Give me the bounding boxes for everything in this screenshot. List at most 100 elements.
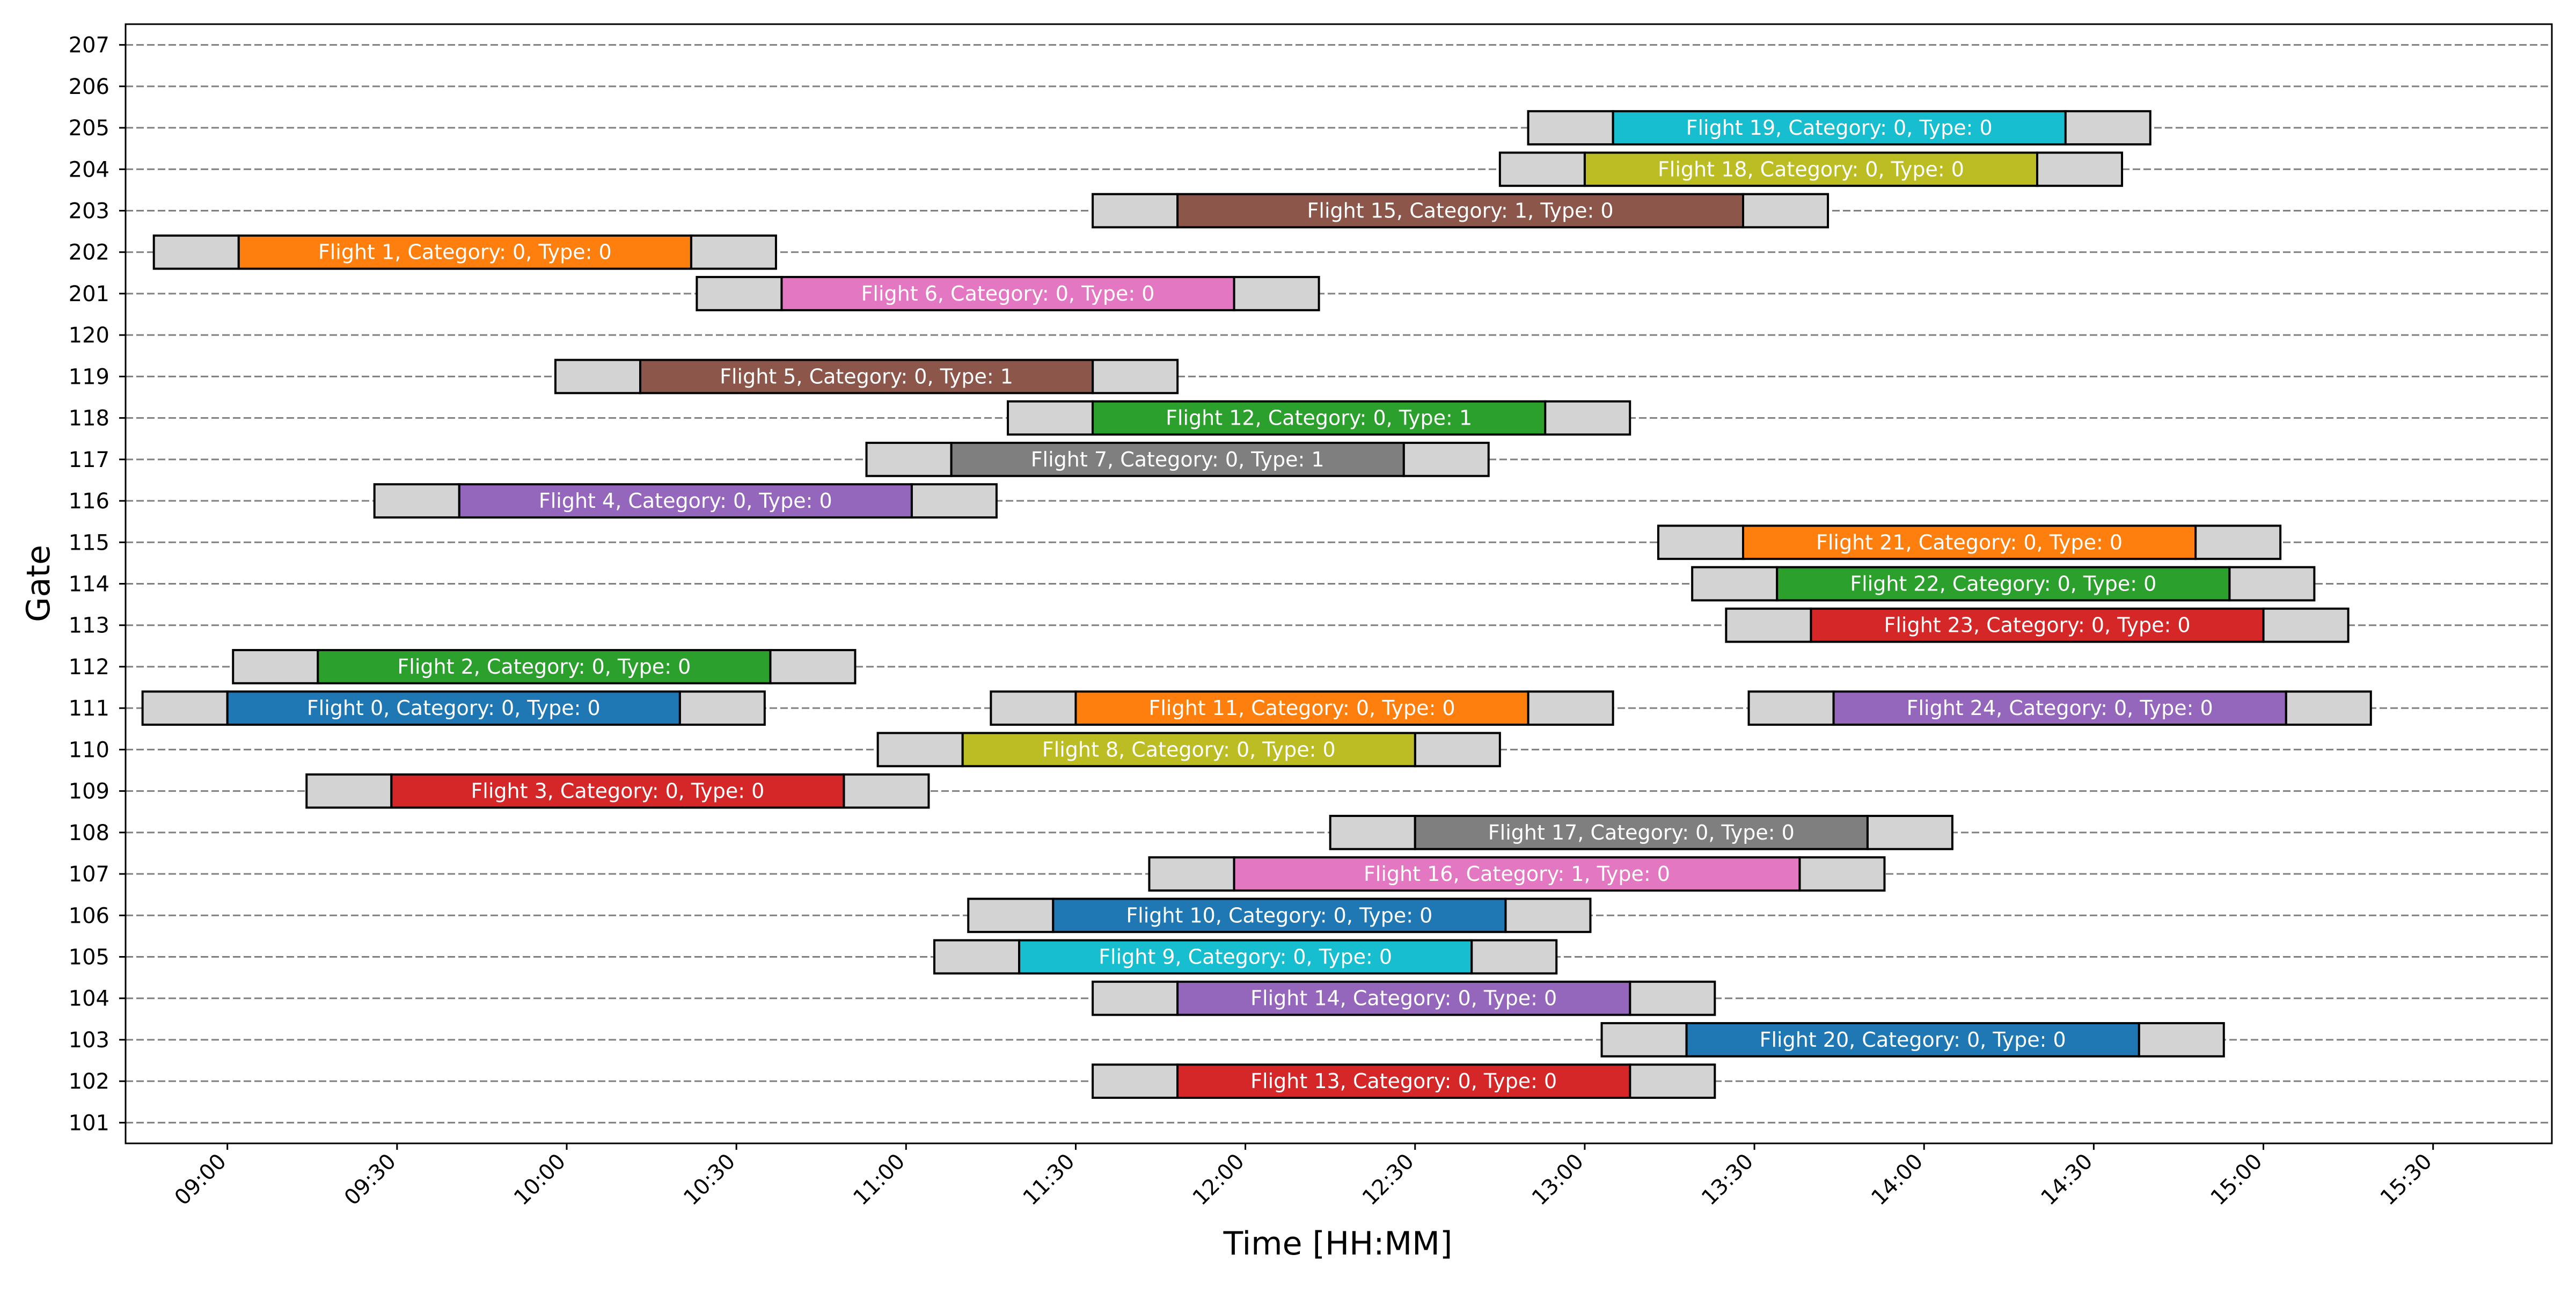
x-tick-label-09-30: 09:30 [340,1149,401,1210]
flight-17-label: Flight 17, Category: 0, Type: 0 [1488,821,1795,844]
flight-23-label: Flight 23, Category: 0, Type: 0 [1884,614,2190,637]
flight-22-group: Flight 22, Category: 0, Type: 0 [1691,566,2316,602]
x-axis-label: Time [HH:MM] [1223,1225,1453,1263]
y-tick-label-203: 203 [69,199,109,224]
flight-24-group: Flight 24, Category: 0, Type: 0 [1747,690,2372,726]
flight-2-group: Flight 2, Category: 0, Type: 0 [232,649,857,684]
flight-21-label: Flight 21, Category: 0, Type: 0 [1816,530,2123,554]
x-axis-ticks: 09:00 09:30 10:00 10:30 11:00 11:30 12:00 12:30… [170,1143,2437,1210]
flight-10-bar [1052,898,1507,933]
y-tick-label-119: 119 [69,364,109,389]
flight-2-buffer-after [769,649,857,684]
flight-2-buffer-before [232,649,319,684]
y-tick-label-206: 206 [69,75,109,99]
flight-8-label: Flight 8, Category: 0, Type: 0 [1042,738,1336,761]
flight-15-bar [1176,193,1744,229]
x-tick-label-09-00: 09:00 [170,1149,231,1210]
flight-14-label: Flight 14, Category: 0, Type: 0 [1250,987,1557,1010]
flight-7-label: Flight 7, Category: 0, Type: 1 [1031,448,1324,471]
flight-12-bar [1092,400,1547,436]
x-tick-label-13-00: 13:00 [1527,1149,1589,1210]
flight-1-buffer-before [152,234,240,270]
flight-5-label: Flight 5, Category: 0, Type: 1 [720,364,1013,388]
y-tick-label-106: 106 [69,903,109,928]
flight-21-bar [1742,524,2197,560]
flight-15-buffer-after [1742,193,1829,229]
flight-19-bar [1612,110,2067,145]
flight-9-label: Flight 9, Category: 0, Type: 0 [1099,945,1392,969]
flight-5-buffer-after [1092,359,1179,395]
flight-6-bar [780,276,1235,311]
flight-0-bar [226,690,681,726]
flight-5-bar [639,359,1094,395]
flight-17-buffer-before [1329,814,1416,850]
flight-16-buffer-before [1148,856,1235,892]
y-tick-label-114: 114 [69,572,109,597]
flight-18-bar [1583,151,2038,187]
flight-1-buffer-after [690,234,777,270]
y-tick-label-101: 101 [69,1111,109,1135]
flight-18-group: Flight 18, Category: 0, Type: 0 [1498,151,2124,187]
y-tick-label-120: 120 [69,323,109,348]
flight-6-buffer-before [696,276,783,311]
flight-20-buffer-after [2138,1022,2225,1057]
flight-17-bar [1414,814,1869,850]
flight-8-bar [961,732,1416,768]
flight-22-buffer-before [1691,566,1779,602]
y-tick-label-117: 117 [69,448,109,472]
flight-9-buffer-before [933,939,1021,975]
flight-23-buffer-before [1725,607,1812,643]
x-tick-label-15-00: 15:00 [2206,1149,2267,1210]
x-tick-label-14-30: 14:30 [2036,1149,2097,1210]
flight-10-buffer-before [967,898,1055,933]
flight-19-buffer-before [1527,110,1614,145]
flight-11-buffer-after [1527,690,1614,726]
flight-13-buffer-after [1629,1063,1716,1099]
y-tick-label-118: 118 [69,406,109,431]
flight-14-buffer-after [1629,980,1716,1016]
flight-14-group: Flight 14, Category: 0, Type: 0 [1092,980,1716,1016]
y-tick-label-204: 204 [69,157,109,182]
flight-23-bar [1810,607,2265,643]
flight-13-group: Flight 13, Category: 0, Type: 0 [1092,1063,1716,1099]
y-tick-label-104: 104 [69,987,109,1011]
flight-3-buffer-before [305,773,393,809]
flight-20-group: Flight 20, Category: 0, Type: 0 [1600,1022,2225,1057]
flight-13-buffer-before [1092,1063,1179,1099]
x-tick-label-11-00: 11:00 [848,1149,910,1210]
flight-3-bar [390,773,845,809]
flight-18-buffer-after [2036,151,2124,187]
x-tick-label-11-30: 11:30 [1018,1149,1079,1210]
flight-18-label: Flight 18, Category: 0, Type: 0 [1658,157,1964,181]
y-tick-label-116: 116 [69,489,109,514]
flight-17-group: Flight 17, Category: 0, Type: 0 [1329,814,1953,850]
flight-24-label: Flight 24, Category: 0, Type: 0 [1907,696,2213,720]
flight-10-buffer-after [1504,898,1592,933]
flight-16-buffer-after [1798,856,1886,892]
flight-4-bar [458,483,913,519]
flight-12-buffer-after [1544,400,1631,436]
flight-3-group: Flight 3, Category: 0, Type: 0 [305,773,930,809]
x-tick-label-10-30: 10:30 [679,1149,740,1210]
flight-9-group: Flight 9, Category: 0, Type: 0 [933,939,1558,975]
y-tick-label-109: 109 [69,779,109,804]
flight-7-bar [950,441,1405,477]
flight-4-label: Flight 4, Category: 0, Type: 0 [539,489,832,513]
flight-11-group: Flight 11, Category: 0, Type: 0 [990,690,1614,726]
flight-16-label: Flight 16, Category: 1, Type: 0 [1364,862,1670,886]
flight-21-buffer-after [2194,524,2282,560]
flight-20-buffer-before [1600,1022,1688,1057]
flight-1-group: Flight 1, Category: 0, Type: 0 [152,234,777,270]
flight-15-label: Flight 15, Category: 1, Type: 0 [1307,199,1614,223]
flight-21-group: Flight 21, Category: 0, Type: 0 [1657,524,2282,560]
y-tick-label-207: 207 [69,33,109,58]
flight-22-label: Flight 22, Category: 0, Type: 0 [1850,572,2156,596]
flight-24-bar [1832,690,2287,726]
flight-15-buffer-before [1092,193,1179,229]
flight-19-label: Flight 19, Category: 0, Type: 0 [1686,116,1993,140]
flight-10-group: Flight 10, Category: 0, Type: 0 [967,898,1592,933]
flight-bars: Flight 0, Category: 0, Type: 0 Flight 1, … [141,110,2372,1099]
x-tick-label-10-00: 10:00 [509,1149,570,1210]
